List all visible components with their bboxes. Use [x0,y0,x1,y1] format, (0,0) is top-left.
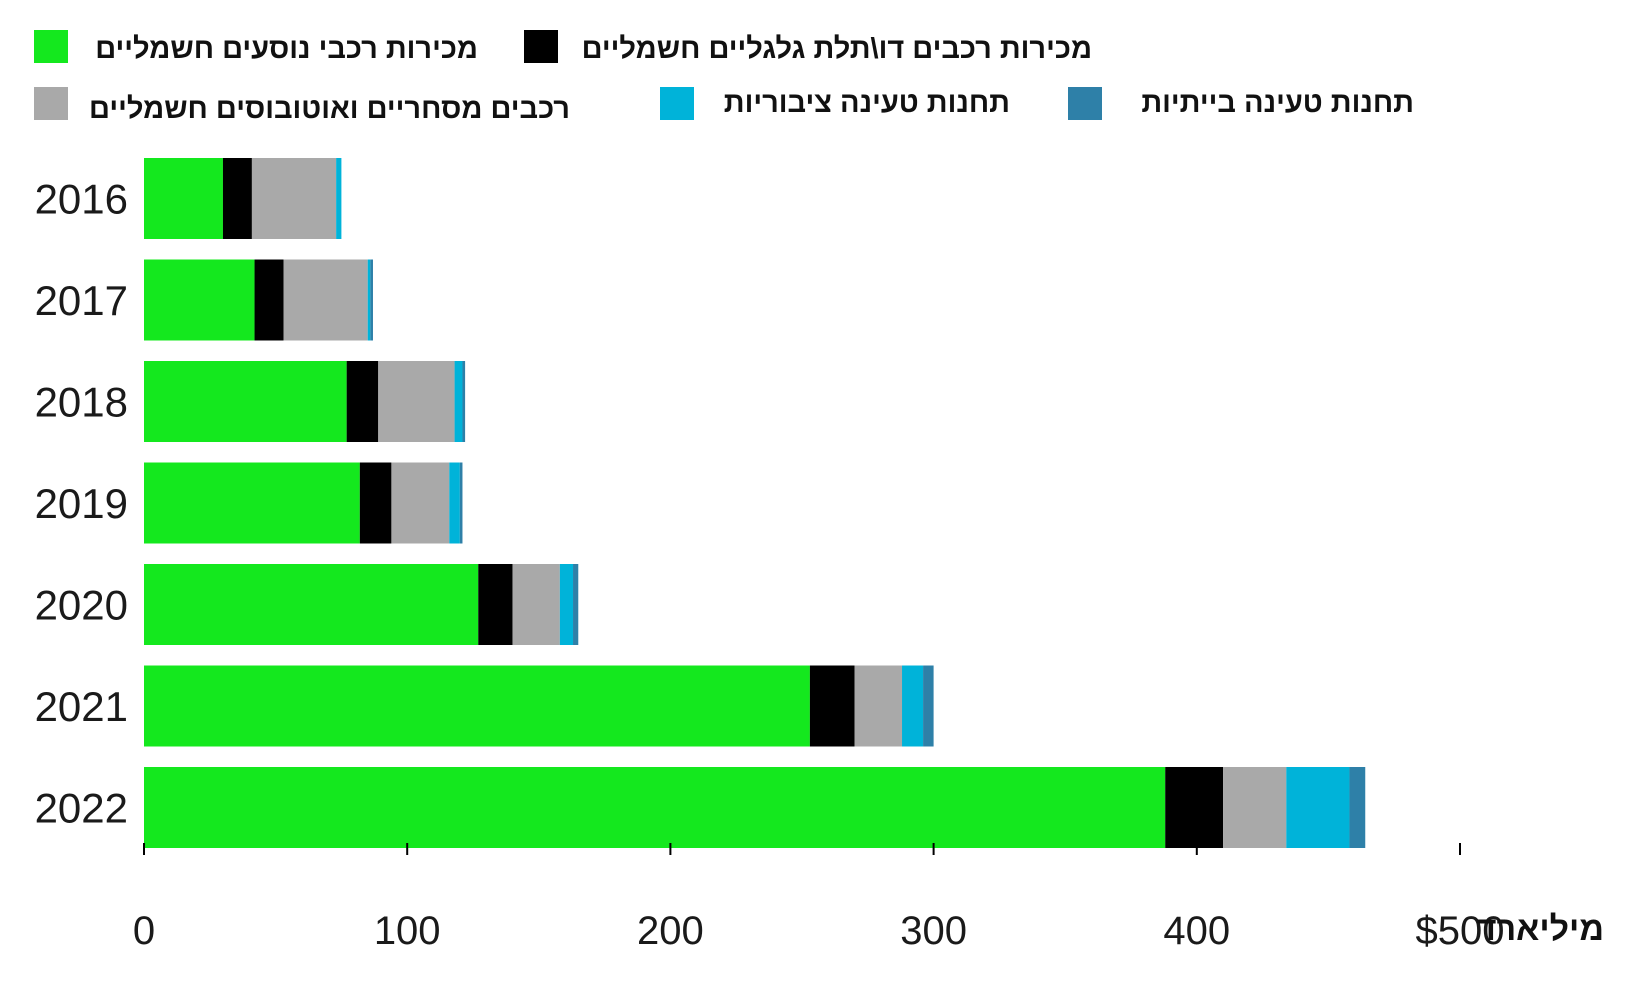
bar-segment-2020-s4 [559,564,574,645]
legend-label-1: מכירות רכבי נוסעים חשמליים [95,33,478,65]
bar-segment-2016-s4 [336,158,342,239]
legend-swatch-4 [660,87,694,120]
bar-segment-2018-s5 [462,361,466,442]
year-label-2022: 2022 [35,785,128,832]
bar-segment-2019-s3 [391,462,450,544]
x-tick-label-200: 200 [637,909,704,953]
x-tick-label-100: 100 [374,909,441,953]
legend-label-4: תחנות טעינה ציבוריות [724,87,1010,119]
bar-segment-2019-s1 [144,462,360,544]
bar-segment-2020-s3 [512,564,560,645]
bar-segment-2017-s3 [283,259,368,341]
x-tick-label-300: 300 [900,909,967,953]
x-tick-label-500: $500 [1416,909,1505,953]
bar-segment-2021-s2 [809,665,855,747]
bars-group [144,158,1366,848]
bar-segment-2021-s5 [923,665,934,747]
bar-segment-2019-s4 [449,462,460,544]
year-label-2017: 2017 [35,277,128,324]
legend-label-5: תחנות טעינה בייתיות [1141,87,1414,119]
bar-segment-2017-s2 [254,259,284,341]
bar-segment-2021-s3 [854,665,903,747]
bar-segment-2022-s1 [144,767,1166,848]
legend-swatch-5 [1068,87,1102,120]
bar-segment-2019-s5 [459,462,463,544]
bar-segment-2020-s1 [144,564,479,645]
bar-segment-2021-s1 [144,665,810,747]
bar-segment-2018-s1 [144,361,347,442]
bar-segment-2016-s3 [251,158,337,239]
bar-segment-2018-s3 [378,361,455,442]
year-label-2018: 2018 [35,379,128,426]
year-labels: 2016 2017 2018 2019 2020 2021 2022 [35,176,128,832]
year-label-2021: 2021 [35,683,128,730]
bar-segment-2022-s4 [1286,767,1350,848]
bar-segment-2018-s4 [454,361,463,442]
year-label-2019: 2019 [35,480,128,527]
x-axis-unit-label: מיליארד [1477,910,1604,948]
year-label-2020: 2020 [35,582,128,629]
bar-segment-2016-s2 [222,158,252,239]
legend-swatch-3 [34,87,68,120]
legend-swatch-2 [524,30,558,63]
bar-segment-2018-s2 [346,361,379,442]
bar-segment-2022-s2 [1165,767,1224,848]
bar-segment-2016-s1 [144,158,223,239]
bar-segment-2022-s3 [1223,767,1287,848]
bar-segment-2020-s5 [573,564,579,645]
legend-label-3: רכבים מסחריים ואוטובוסים חשמליים [89,93,570,125]
legend-swatch-1 [34,30,68,63]
x-tick-label-0: 0 [133,909,155,953]
bar-segment-2017-s5 [370,259,373,341]
year-label-2016: 2016 [35,176,128,223]
bar-segment-2022-s5 [1349,767,1366,848]
legend: מכירות רכבי נוסעים חשמליים מכירות רכבים ד… [34,30,1414,125]
bar-segment-2019-s2 [359,462,392,544]
bar-segment-2017-s4 [367,259,371,341]
x-tick-label-400: 400 [1163,909,1230,953]
legend-label-2: מכירות רכבים דו\תלת גלגליים חשמליים [582,33,1092,65]
bar-segment-2017-s1 [144,259,255,341]
bar-segment-2021-s4 [902,665,924,747]
bar-segment-2020-s2 [478,564,513,645]
